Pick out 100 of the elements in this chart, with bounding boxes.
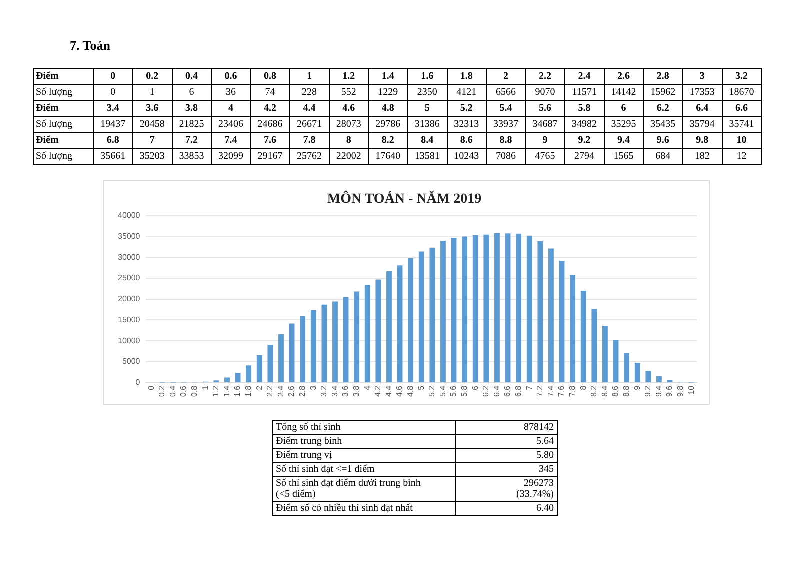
text: 2.8: [643, 68, 683, 84]
text: 1565: [604, 148, 644, 164]
text: 10243: [447, 148, 486, 164]
bar: [592, 309, 598, 382]
bar: [656, 376, 662, 382]
text: 4765: [526, 148, 565, 164]
text: Điểm trung vị: [272, 448, 456, 462]
text: Số lượng: [34, 116, 94, 132]
bar: [408, 258, 414, 382]
text: 8.8: [486, 132, 526, 148]
bar: [440, 241, 446, 382]
text: 0.6: [211, 68, 251, 84]
text: 2350: [408, 84, 448, 100]
bar: [278, 334, 284, 382]
text: 33937: [486, 116, 526, 132]
text: 6566: [486, 84, 526, 100]
bar: [602, 326, 608, 382]
x-tick-label: 2.6: [287, 385, 296, 398]
bar: [310, 310, 316, 382]
bar: [494, 233, 500, 382]
text: 1.2: [329, 68, 368, 84]
y-tick-label: 15000: [118, 315, 141, 324]
text: 23406: [211, 116, 251, 132]
text: 8: [329, 132, 368, 148]
bar: [580, 290, 586, 382]
text: 1: [132, 84, 172, 100]
text: 18670: [722, 84, 762, 100]
text: 878142: [456, 420, 558, 434]
text: 4.4: [290, 100, 330, 116]
x-tick-label: 9.4: [654, 385, 664, 398]
text: 9: [526, 132, 565, 148]
x-tick-label: 4.6: [395, 385, 404, 398]
text: 5: [408, 100, 448, 116]
text: 25762: [290, 148, 330, 164]
y-tick-label: 5000: [122, 357, 141, 366]
text: 17353: [682, 84, 722, 100]
text: 7: [132, 132, 172, 148]
x-tick-label: 5.4: [438, 385, 448, 398]
text: 33853: [172, 148, 212, 164]
x-tick-label: 6.8: [514, 385, 524, 398]
text: 2.6: [604, 68, 644, 84]
text: 29786: [368, 116, 408, 132]
x-tick-label: 9: [632, 385, 642, 390]
text: 6.4: [682, 100, 722, 116]
bar: [548, 248, 554, 382]
text: 684: [643, 148, 683, 164]
text: 4.8: [368, 100, 408, 116]
x-tick-label: 6.2: [482, 385, 491, 398]
bar: [505, 234, 511, 382]
bar: [646, 371, 652, 382]
x-tick-label: 9.2: [644, 385, 653, 398]
bar: [484, 234, 490, 382]
text: 3: [682, 68, 722, 84]
text: 1.8: [447, 68, 486, 84]
x-tick-label: 6: [470, 385, 480, 390]
bar: [332, 302, 338, 382]
x-tick-label: 6.4: [492, 385, 502, 398]
text: 2.4: [564, 68, 604, 84]
x-tick-label: 7.8: [568, 385, 578, 398]
bar: [472, 235, 478, 382]
text: 35741: [722, 116, 762, 132]
x-tick-label: 0: [146, 385, 156, 390]
x-tick-label: 7.6: [557, 385, 566, 398]
bar: [386, 271, 392, 382]
text: 6.40: [456, 502, 558, 516]
text: 2: [486, 68, 526, 84]
text: Điểm: [34, 68, 94, 84]
x-tick-label: 0.4: [168, 385, 178, 398]
x-tick-label: 5.6: [449, 385, 458, 398]
text: 35435: [643, 116, 683, 132]
x-tick-label: 9.8: [676, 385, 686, 398]
x-tick-label: 4: [362, 385, 372, 390]
bar: [322, 304, 328, 382]
bar: [354, 292, 360, 382]
text: 3.6: [132, 100, 172, 116]
text: 8.4: [408, 132, 448, 148]
text: 32313: [447, 116, 486, 132]
bar: [289, 324, 295, 382]
bar: [397, 266, 403, 382]
text: 12: [722, 148, 762, 164]
text: Điểm: [34, 132, 94, 148]
y-tick-label: 30000: [118, 252, 141, 262]
text: 1.4: [368, 68, 408, 84]
bar: [376, 280, 382, 382]
text: 35295: [604, 116, 644, 132]
chart-title: MÔN TOÁN - NĂM 2019: [327, 190, 482, 208]
text: 28073: [329, 116, 368, 132]
bar: [538, 241, 544, 382]
text: 345: [456, 462, 558, 476]
bar: [268, 344, 274, 382]
text: 4121: [447, 84, 486, 100]
bar: [256, 355, 262, 382]
x-tick-label: 4.2: [374, 385, 383, 398]
x-tick-label: 2: [254, 385, 264, 390]
x-tick-label: 3.6: [341, 385, 350, 398]
text: 2.2: [526, 68, 565, 84]
text: 4: [211, 100, 251, 116]
bar: [559, 261, 565, 382]
x-tick-label: 2.8: [298, 385, 308, 398]
text: 228: [290, 84, 330, 100]
